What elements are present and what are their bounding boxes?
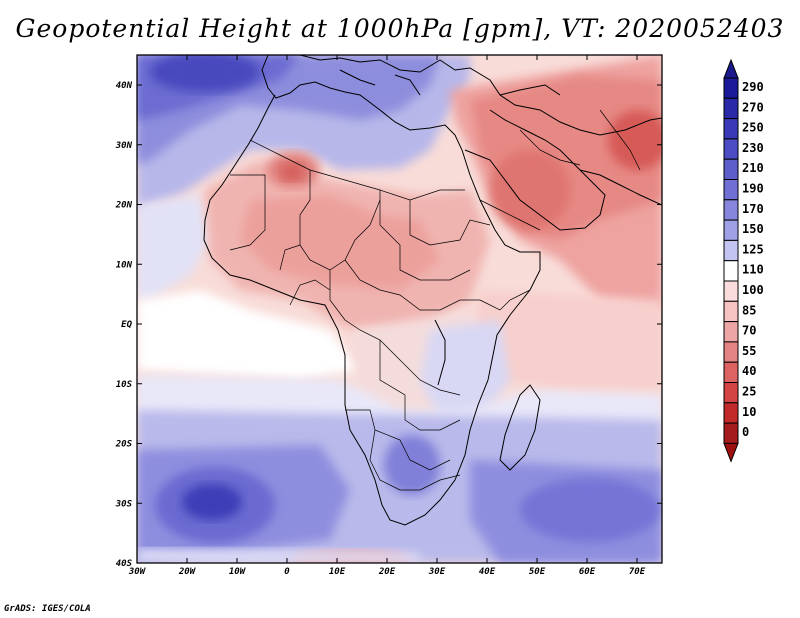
lon-tick-label: 20W (178, 567, 197, 577)
borders (229, 109, 641, 491)
latitude-axis: 40N 30N 20N 10N EQ 10S 20S 30S 40S (115, 81, 662, 569)
colorbar-swatch (723, 361, 739, 384)
lon-tick-label: 30W (128, 567, 147, 577)
colorbar-label: 70 (742, 324, 756, 338)
colorbar-label: 100 (742, 283, 764, 297)
colorbar-swatch (723, 280, 739, 302)
colorbar-label: 85 (742, 303, 756, 317)
colorbar-swatch (723, 199, 739, 221)
colorbar-swatch (723, 321, 739, 343)
coastlines (203, 55, 662, 526)
lon-tick-label: 0 (284, 567, 290, 577)
colorbar-label: 10 (742, 405, 756, 419)
colorbar-swatch (723, 138, 739, 160)
lon-tick-label: 10W (229, 567, 247, 577)
colorbar-swatch (723, 341, 739, 363)
lat-tick-label: 10S (116, 380, 133, 390)
lon-tick-label: 50E (529, 567, 546, 577)
colorbar-label: 40 (742, 364, 756, 378)
longitude-axis: 30W 20W 10W 0 10E 20E 30E 40E 50E 60E 70E (128, 55, 646, 577)
colorbar-label: 0 (742, 425, 749, 439)
lon-tick-label: 70E (629, 567, 646, 577)
lat-tick-label: EQ (121, 320, 132, 330)
colorbar-label: 170 (742, 202, 764, 216)
lon-tick-label: 30E (428, 567, 446, 577)
lat-tick-label: 30N (115, 141, 133, 151)
colorbar-label: 25 (742, 385, 756, 399)
lat-tick-label: 40N (116, 81, 133, 91)
colorbar-swatch (723, 118, 739, 140)
lat-tick-label: 20S (115, 440, 133, 450)
lon-tick-label: 40E (479, 567, 496, 577)
colorbar-swatch (723, 422, 739, 444)
lat-tick-label: 30S (115, 499, 133, 509)
map-frame (136, 54, 663, 564)
colorbar-label: 210 (742, 161, 764, 175)
colorbar-swatch (723, 239, 739, 262)
colorbar-label: 110 (742, 263, 764, 277)
colorbar-swatch (723, 179, 739, 201)
lon-tick-label: 60E (579, 567, 596, 577)
lat-tick-label: 20N (115, 201, 133, 211)
colorbar-label: 55 (742, 344, 756, 358)
colorbar-label: 125 (742, 242, 764, 256)
colorbar-swatch (723, 300, 739, 323)
map-title: Geopotential Height at 1000hPa [gpm], VT… (15, 14, 785, 43)
colorbar-label: 290 (742, 80, 764, 94)
colorbar-label: 230 (742, 141, 764, 155)
colorbar-swatch (723, 382, 739, 404)
lat-tick-label: 40S (116, 559, 133, 569)
lon-tick-label: 10E (329, 567, 346, 577)
lat-tick-label: 10N (116, 260, 133, 270)
height-field (137, 55, 662, 563)
lon-tick-label: 20E (378, 567, 396, 577)
colorbar-swatch (723, 402, 739, 424)
colorbar-swatch (723, 77, 739, 99)
colorbar-swatch (723, 219, 739, 241)
colorbar-label: 250 (742, 121, 764, 135)
colorbar-label: 150 (742, 222, 764, 236)
colorbar-swatch (723, 158, 739, 180)
colorbar-swatch (723, 260, 739, 282)
colorbar: 2902702502302101901701501251101008570554… (723, 58, 764, 463)
colorbar-swatch (723, 97, 739, 120)
colorbar-label: 270 (742, 100, 764, 114)
colorbar-bottom-arrow (723, 442, 739, 463)
credit-label: GrADS: IGES/COLA (4, 604, 91, 614)
colorbar-top-arrow (723, 58, 739, 79)
colorbar-label: 190 (742, 182, 764, 196)
